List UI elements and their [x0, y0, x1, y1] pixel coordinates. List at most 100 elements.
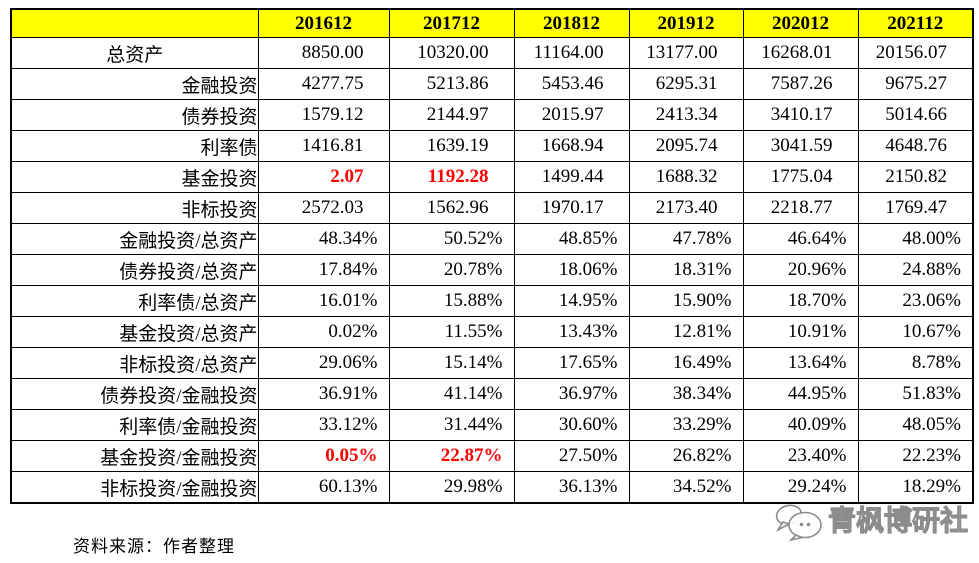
- value-cell: 50.52%: [388, 223, 515, 255]
- value-cell: 11164.00: [513, 37, 630, 69]
- value-cell: 36.13%: [513, 471, 630, 504]
- value-cell: 30.60%: [513, 409, 630, 441]
- row-label-cell: 利率债/金融投资: [10, 409, 259, 441]
- value-cell: 18.29%: [857, 471, 974, 504]
- row-label-cell: 金融投资: [10, 68, 259, 100]
- value-cell: 5014.66: [857, 99, 974, 131]
- year-header-cell: 201812: [513, 8, 630, 38]
- value-cell: 26.82%: [628, 440, 744, 472]
- value-cell: 2218.77: [742, 192, 859, 224]
- value-cell: 16.01%: [257, 285, 390, 317]
- table-header: 201612 201712 201812 201912 202012 202112: [10, 8, 974, 38]
- row-label-cell: 非标投资: [10, 192, 259, 224]
- value-cell: 38.34%: [628, 378, 744, 410]
- value-cell: 3410.17: [742, 99, 859, 131]
- table-row: 总资产 8850.00 10320.00 11164.00 13177.00 16268.…: [10, 37, 974, 69]
- table-row: 基金投资/总资产 0.02% 11.55% 13.43% 12.81% 10.91% 10.…: [10, 316, 974, 348]
- value-cell: 17.65%: [513, 347, 630, 379]
- value-cell: 23.06%: [857, 285, 974, 317]
- value-cell: 41.14%: [388, 378, 515, 410]
- value-cell: 15.14%: [388, 347, 515, 379]
- table-row: 基金投资/金融投资 0.05% 22.87% 27.50% 26.82% 23.40% 22…: [10, 440, 974, 472]
- table-row: 基金投资 2.07 1192.28 1499.44 1688.32 1775.04 2150…: [10, 161, 974, 193]
- year-header-cell: 201612: [257, 8, 390, 38]
- row-label-cell: 利率债/总资产: [10, 285, 259, 317]
- row-label-cell: 债券投资: [10, 99, 259, 131]
- value-cell: 2.07: [257, 161, 390, 193]
- value-cell: 18.06%: [513, 254, 630, 286]
- value-cell: 31.44%: [388, 409, 515, 441]
- row-label-cell: 债券投资/总资产: [10, 254, 259, 286]
- table-row: 债券投资/总资产 17.84% 20.78% 18.06% 18.31% 20.96% 24…: [10, 254, 974, 286]
- value-cell: 0.05%: [257, 440, 390, 472]
- value-cell: 29.98%: [388, 471, 515, 504]
- value-cell: 22.23%: [857, 440, 974, 472]
- value-cell: 1579.12: [257, 99, 390, 131]
- row-label-cell: 金融投资/总资产: [10, 223, 259, 255]
- row-label-cell: 基金投资/金融投资: [10, 440, 259, 472]
- value-cell: 36.97%: [513, 378, 630, 410]
- value-cell: 12.81%: [628, 316, 744, 348]
- value-cell: 2413.34: [628, 99, 744, 131]
- value-cell: 1688.32: [628, 161, 744, 193]
- value-cell: 2144.97: [388, 99, 515, 131]
- table-row: 利率债/总资产 16.01% 15.88% 14.95% 15.90% 18.70% 23.…: [10, 285, 974, 317]
- year-header-cell: 201912: [628, 8, 744, 38]
- value-cell: 44.95%: [742, 378, 859, 410]
- table-row: 非标投资/总资产 29.06% 15.14% 17.65% 16.49% 13.64% 8.…: [10, 347, 974, 379]
- watermark: 青枫博研社: [774, 503, 969, 541]
- table-row: 金融投资 4277.75 5213.86 5453.46 6295.31 7587.26 9…: [10, 68, 974, 100]
- table-row: 利率债 1416.81 1639.19 1668.94 2095.74 3041.59 46…: [10, 130, 974, 162]
- value-cell: 46.64%: [742, 223, 859, 255]
- value-cell: 9675.27: [857, 68, 974, 100]
- value-cell: 27.50%: [513, 440, 630, 472]
- value-cell: 48.05%: [857, 409, 974, 441]
- value-cell: 7587.26: [742, 68, 859, 100]
- value-cell: 8850.00: [257, 37, 390, 69]
- value-cell: 4277.75: [257, 68, 390, 100]
- value-cell: 1416.81: [257, 130, 390, 162]
- table-row: 利率债/金融投资 33.12% 31.44% 30.60% 33.29% 40.09% 48…: [10, 409, 974, 441]
- value-cell: 3041.59: [742, 130, 859, 162]
- table-row: 债券投资 1579.12 2144.97 2015.97 2413.34 3410.17 5…: [10, 99, 974, 131]
- financial-table: 201612 201712 201812 201912 202012 202112 总资产…: [10, 8, 974, 504]
- source-note: 资料来源：作者整理: [73, 537, 235, 556]
- row-label-cell: 基金投资: [10, 161, 259, 193]
- chat-bubbles-icon: [774, 503, 826, 541]
- value-cell: 8.78%: [857, 347, 974, 379]
- value-cell: 2095.74: [628, 130, 744, 162]
- year-header-cell: 201712: [388, 8, 515, 38]
- value-cell: 48.34%: [257, 223, 390, 255]
- value-cell: 2572.03: [257, 192, 390, 224]
- row-label-cell: 利率债: [10, 130, 259, 162]
- value-cell: 18.31%: [628, 254, 744, 286]
- value-cell: 1970.17: [513, 192, 630, 224]
- value-cell: 5453.46: [513, 68, 630, 100]
- row-label-cell: 总资产: [10, 37, 259, 69]
- value-cell: 1668.94: [513, 130, 630, 162]
- value-cell: 10.91%: [742, 316, 859, 348]
- value-cell: 23.40%: [742, 440, 859, 472]
- value-cell: 6295.31: [628, 68, 744, 100]
- watermark-text: 青枫博研社: [827, 506, 969, 537]
- value-cell: 60.13%: [257, 471, 390, 504]
- value-cell: 16.49%: [628, 347, 744, 379]
- value-cell: 14.95%: [513, 285, 630, 317]
- year-header-cell: 202112: [857, 8, 974, 38]
- value-cell: 48.00%: [857, 223, 974, 255]
- value-cell: 1192.28: [388, 161, 515, 193]
- table-row: 金融投资/总资产 48.34% 50.52% 48.85% 47.78% 46.64% 48…: [10, 223, 974, 255]
- value-cell: 20.96%: [742, 254, 859, 286]
- value-cell: 5213.86: [388, 68, 515, 100]
- value-cell: 33.12%: [257, 409, 390, 441]
- value-cell: 15.88%: [388, 285, 515, 317]
- value-cell: 24.88%: [857, 254, 974, 286]
- value-cell: 1775.04: [742, 161, 859, 193]
- value-cell: 10320.00: [388, 37, 515, 69]
- value-cell: 15.90%: [628, 285, 744, 317]
- value-cell: 16268.01: [742, 37, 859, 69]
- value-cell: 22.87%: [388, 440, 515, 472]
- value-cell: 29.24%: [742, 471, 859, 504]
- value-cell: 34.52%: [628, 471, 744, 504]
- row-label-cell: 非标投资/总资产: [10, 347, 259, 379]
